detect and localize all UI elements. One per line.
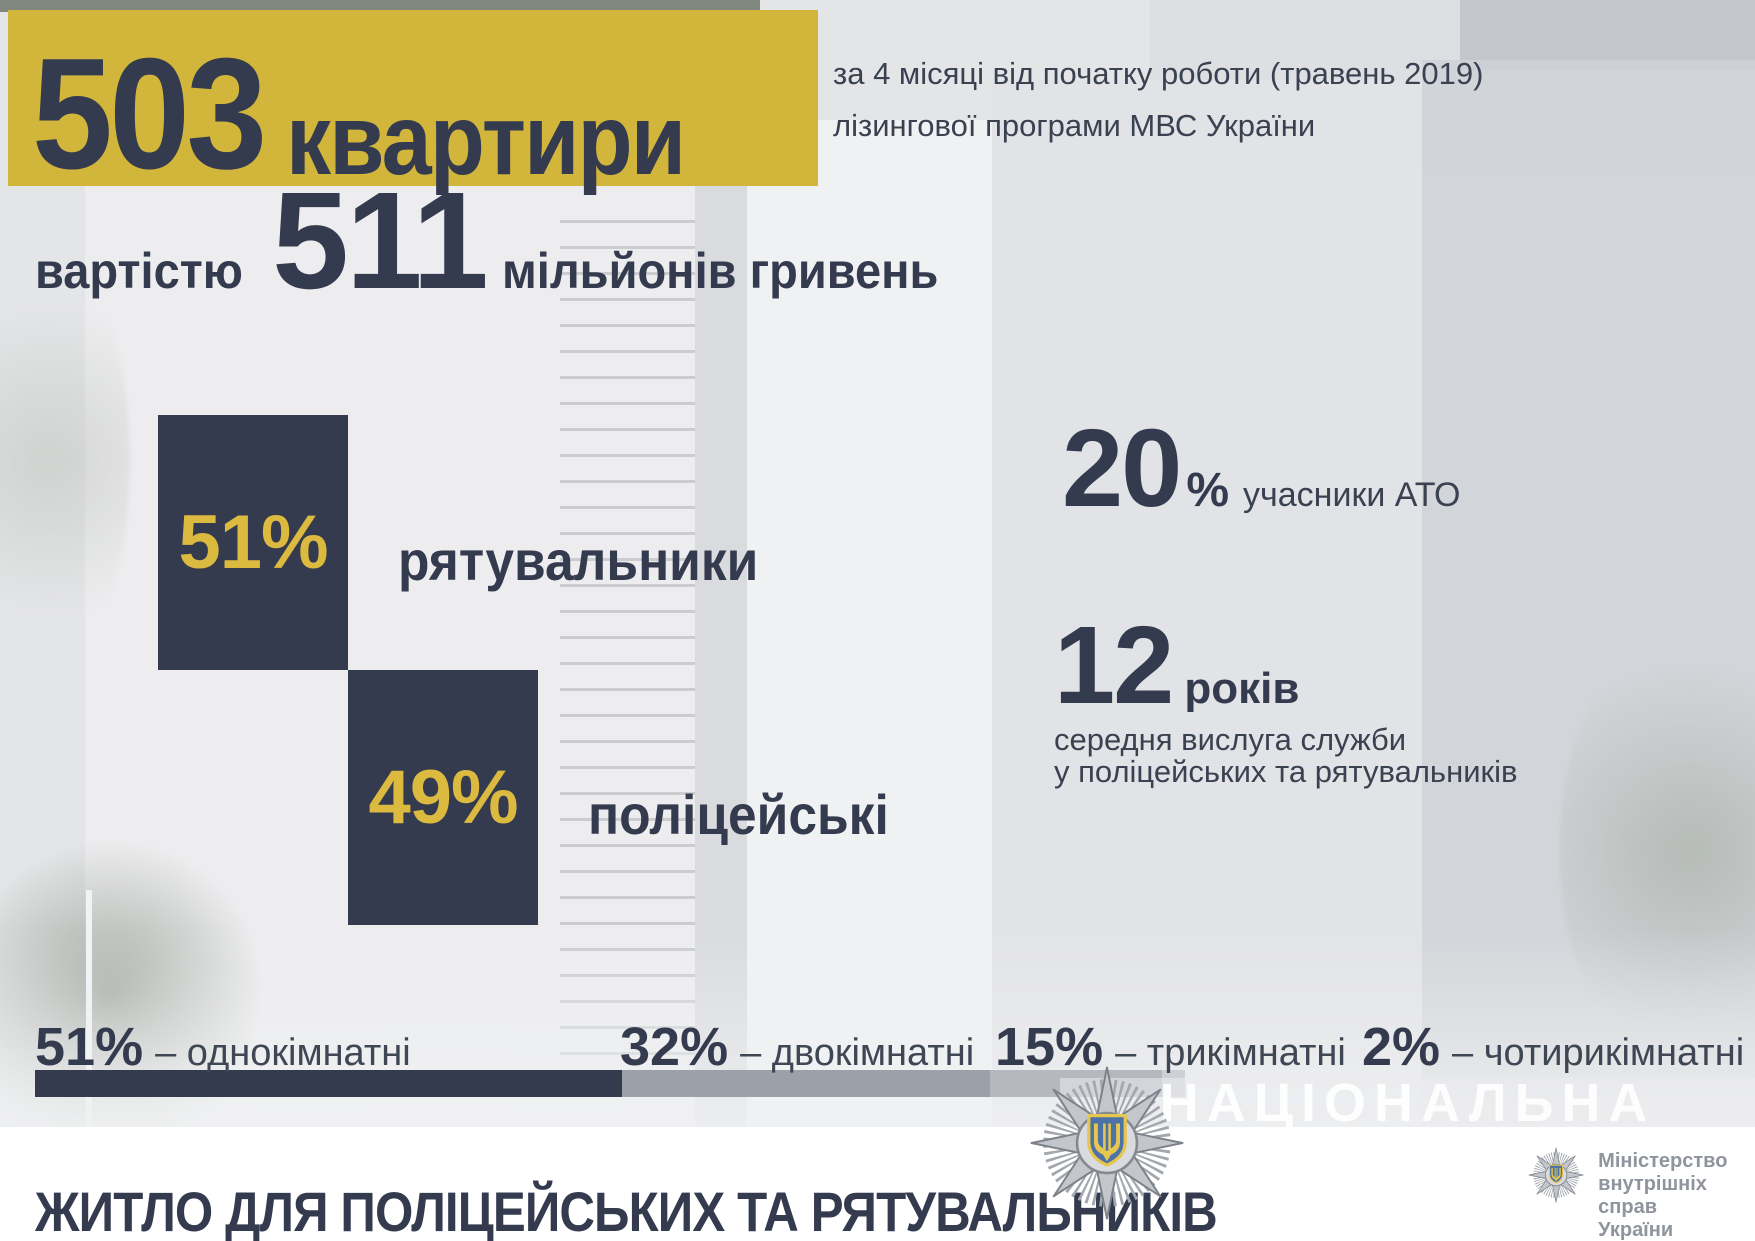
building-top-right-shadow <box>1460 0 1755 70</box>
footer-strip <box>0 1127 1755 1241</box>
rooms-3-value: 15% <box>995 1017 1104 1077</box>
service-value-row: 12 років <box>1054 604 1517 727</box>
bar-segment-1room <box>35 1070 622 1097</box>
service-desc-line-1: середня вислуга служби <box>1054 722 1407 757</box>
ministry-block: Міністерство внутрішніх справ України <box>1528 1142 1755 1241</box>
cost-suffix: мільйонів гривень <box>501 243 939 299</box>
rescuers-label: рятувальники <box>398 529 759 592</box>
ministry-line-3: України <box>1598 1219 1674 1241</box>
context-line-2: лізингової програми МВС України <box>833 108 1316 143</box>
rooms-4-label: – чотирикімнатні <box>1452 1032 1745 1074</box>
rooms-item-2: 32% – двокімнатні <box>620 1016 974 1078</box>
apartments-count: 503 <box>32 26 267 203</box>
headline-banner: 503 квартири <box>8 10 818 203</box>
rooms-2-value: 32% <box>620 1017 729 1077</box>
rescuers-percent: 51% <box>178 500 328 585</box>
cost-amount: 511 <box>272 164 489 318</box>
cost-prefix: вартістю <box>35 243 243 299</box>
service-description: середня вислуга служби у поліцейських та… <box>1054 724 1517 788</box>
apartments-unit: квартири <box>285 84 686 196</box>
rooms-2-label: – двокімнатні <box>740 1032 975 1074</box>
service-desc-line-2: у поліцейських та рятувальників <box>1054 754 1518 789</box>
trees-left-mid <box>0 250 130 670</box>
rooms-item-1: 51% – однокімнатні <box>35 1016 411 1078</box>
context-line-1: за 4 місяці від початку роботи (травень … <box>833 56 1484 91</box>
rooms-3-label: – трикімнатні <box>1115 1032 1346 1074</box>
cost-line: вартістю 511 мільйонів гривень <box>35 164 966 318</box>
ministry-line-1: Міністерство <box>1598 1150 1728 1172</box>
ministry-badge-icon <box>1528 1142 1584 1208</box>
rooms-1-label: – однокімнатні <box>155 1032 411 1074</box>
bar-segment-2room <box>621 1070 990 1097</box>
rooms-item-4: 2% – чотирикімнатні <box>1362 1016 1744 1078</box>
ato-label: учасники АТО <box>1243 476 1461 514</box>
footer-title: ЖИТЛО ДЛЯ ПОЛІЦЕЙСЬКИХ ТА РЯТУВАЛЬНИКІВ <box>35 1180 1218 1241</box>
top-trees <box>0 0 760 12</box>
police-badge-icon <box>1028 1061 1186 1225</box>
police-label: поліцейські <box>588 783 889 846</box>
police-square: 49% <box>348 670 538 925</box>
ato-value: 20 <box>1062 407 1182 530</box>
ato-stat: 20 % учасники АТО <box>1062 407 1461 530</box>
police-percent: 49% <box>368 755 518 840</box>
service-unit: років <box>1184 664 1300 713</box>
service-stat: 12 років середня вислуга служби у поліце… <box>1054 604 1517 788</box>
rescuers-square: 51% <box>158 415 348 670</box>
rooms-item-3: 15% – трикімнатні <box>995 1016 1346 1078</box>
watermark-text: НАЦІОНАЛЬНА <box>1159 1073 1656 1133</box>
ministry-caption: Міністерство внутрішніх справ України <box>1598 1142 1755 1241</box>
service-value: 12 <box>1054 604 1174 727</box>
ato-percent-sign: % <box>1186 464 1230 517</box>
ministry-line-2: внутрішніх справ <box>1598 1173 1707 1218</box>
rooms-1-value: 51% <box>35 1017 144 1077</box>
program-context: за 4 місяці від початку роботи (травень … <box>833 48 1593 152</box>
rooms-4-value: 2% <box>1362 1017 1441 1077</box>
watermark-band: НАЦІОНАЛЬНА <box>1060 1073 1755 1133</box>
